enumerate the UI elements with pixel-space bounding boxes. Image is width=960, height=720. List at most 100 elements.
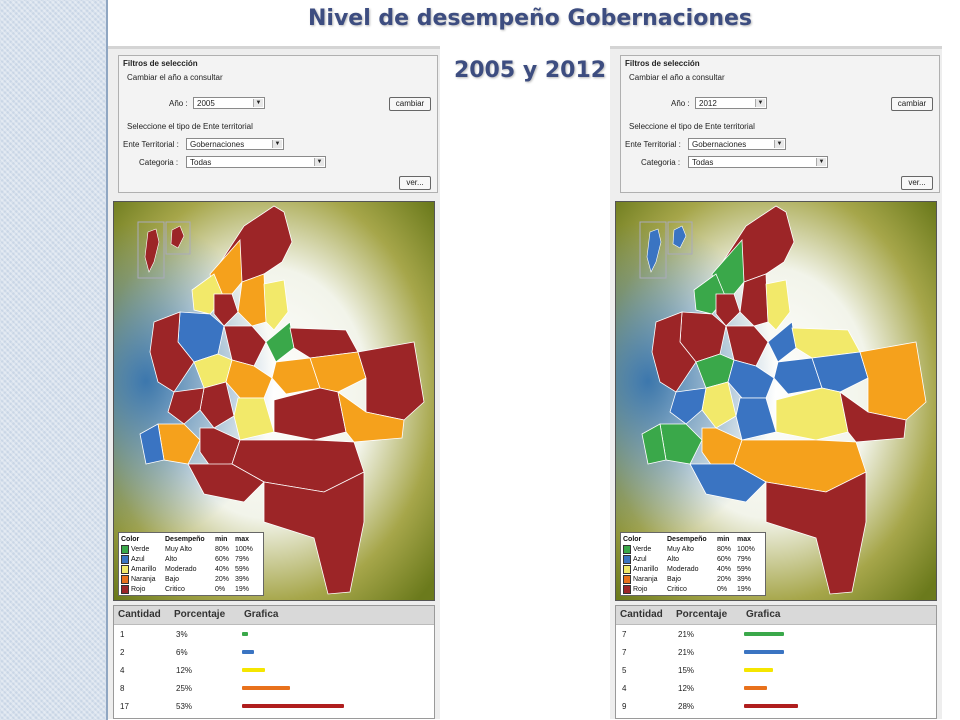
region-meta[interactable] (735, 397, 777, 441)
stats-percent: 12% (678, 684, 695, 693)
year-label: Año : (169, 99, 188, 108)
category-label: Categoria : (139, 158, 179, 167)
view-button[interactable]: ver... (399, 176, 431, 190)
stats-count: 2 (120, 648, 125, 657)
entity-select-value: Gobernaciones (190, 140, 245, 149)
colombia-map-2012: Color Desempeño min max Verde Muy Alto 80%… (615, 201, 937, 601)
legend-color-cell: Amarillo (119, 564, 165, 574)
region-sucre[interactable] (213, 293, 239, 327)
region-amazonas[interactable] (765, 471, 867, 595)
year-prompt: Cambiar el año a consultar (629, 73, 725, 82)
performance-legend: Color Desempeño min max Verde Muy Alto 80%… (118, 532, 264, 596)
stats-bar (242, 686, 290, 690)
region-san-andres[interactable] (144, 228, 160, 273)
year-select[interactable]: 2012 ▼ (695, 97, 767, 109)
year-prompt: Cambiar el año a consultar (127, 73, 223, 82)
category-select[interactable]: Todas ▼ (688, 156, 828, 168)
region-putumayo[interactable] (689, 463, 767, 503)
legend-color-cell: Azul (621, 554, 667, 564)
region-norte-santander[interactable] (765, 279, 791, 331)
region-norte-santander[interactable] (263, 279, 289, 331)
stats-bar (744, 650, 784, 654)
chevron-down-icon: ▼ (755, 99, 765, 107)
stats-table-2012: Cantidad Porcentaje Grafica 7 21% 7 21% 5 15%… (615, 605, 937, 719)
region-amazonas[interactable] (263, 471, 365, 595)
region-valle[interactable] (669, 387, 707, 425)
stats-bar (744, 704, 798, 708)
legend-min: 20% (215, 575, 230, 583)
change-year-button[interactable]: cambiar (389, 97, 431, 111)
slide-subtitle: 2005 y 2012 (453, 58, 607, 83)
region-san-andres-2[interactable] (170, 225, 185, 249)
region-valle[interactable] (167, 387, 205, 425)
chevron-down-icon: ▼ (774, 140, 784, 148)
stats-row: 7 21% (616, 625, 936, 643)
legend-min: 80% (215, 545, 230, 553)
region-vichada[interactable] (859, 341, 927, 421)
legend-color-cell: Azul (119, 554, 165, 564)
stats-percent: 25% (176, 684, 193, 693)
region-narino[interactable] (641, 423, 667, 465)
legend-row: Azul Alto 60% 79% (621, 554, 765, 564)
stats-bar (744, 668, 773, 672)
stats-percent: 12% (176, 666, 193, 675)
legend-min: 0% (215, 585, 226, 593)
chevron-down-icon: ▼ (816, 158, 826, 166)
legend-row: Azul Alto 60% 79% (119, 554, 263, 564)
stats-header: Cantidad Porcentaje Grafica (616, 606, 936, 625)
legend-min: 60% (717, 555, 732, 563)
region-vichada-north[interactable] (309, 351, 367, 393)
stats-header-chart: Grafica (746, 609, 781, 620)
region-guainia[interactable] (337, 391, 405, 443)
entity-label: Ente Territorial : (625, 140, 681, 149)
region-casanare[interactable] (271, 357, 321, 395)
decorative-side-strip (0, 0, 106, 720)
color-swatch (121, 564, 129, 574)
view-button[interactable]: ver... (901, 176, 933, 190)
island-inset-box (137, 221, 165, 279)
entity-select-value: Gobernaciones (692, 140, 747, 149)
region-vichada[interactable] (357, 341, 425, 421)
entity-select[interactable]: Gobernaciones ▼ (688, 138, 786, 150)
legend-row: Amarillo Moderado 40% 59% (621, 564, 765, 574)
region-sucre[interactable] (715, 293, 741, 327)
region-san-andres-2[interactable] (672, 225, 687, 249)
entity-prompt: Seleccione el tipo de Ente territorial (127, 122, 253, 131)
stats-row: 8 25% (114, 679, 434, 697)
stats-header-percent: Porcentaje (676, 609, 728, 620)
region-casanare[interactable] (773, 357, 823, 395)
region-cesar[interactable] (237, 273, 267, 327)
stats-bar (242, 632, 248, 636)
side-strip-divider (106, 0, 108, 720)
slide-title: Nivel de desempeño Gobernaciones (307, 6, 753, 31)
region-cesar[interactable] (739, 273, 769, 327)
stats-percent: 53% (176, 702, 193, 711)
region-meta[interactable] (233, 397, 275, 441)
region-santander[interactable] (223, 325, 267, 367)
region-vichada-north[interactable] (811, 351, 869, 393)
island-inset-box (639, 221, 667, 279)
stats-table-2005: Cantidad Porcentaje Grafica 1 3% 2 6% 4 12% 8 2… (113, 605, 435, 719)
legend-level: Moderado (667, 565, 699, 573)
region-san-andres[interactable] (646, 228, 662, 273)
legend-color-cell: Verde (119, 544, 165, 554)
stats-percent: 15% (678, 666, 695, 675)
legend-level: Moderado (165, 565, 197, 573)
region-choco[interactable] (651, 311, 697, 393)
stats-bar (744, 632, 784, 636)
legend-min: 80% (717, 545, 732, 553)
region-choco[interactable] (149, 311, 195, 393)
entity-select[interactable]: Gobernaciones ▼ (186, 138, 284, 150)
category-select[interactable]: Todas ▼ (186, 156, 326, 168)
stats-row: 5 15% (616, 661, 936, 679)
legend-max: 59% (235, 565, 250, 573)
change-year-button[interactable]: cambiar (891, 97, 933, 111)
stats-count: 1 (120, 630, 125, 639)
stats-count: 7 (622, 648, 627, 657)
region-narino[interactable] (139, 423, 165, 465)
region-guainia[interactable] (839, 391, 907, 443)
legend-row: Naranja Bajo 20% 39% (621, 574, 765, 584)
region-putumayo[interactable] (187, 463, 265, 503)
year-select[interactable]: 2005 ▼ (193, 97, 265, 109)
region-santander[interactable] (725, 325, 769, 367)
